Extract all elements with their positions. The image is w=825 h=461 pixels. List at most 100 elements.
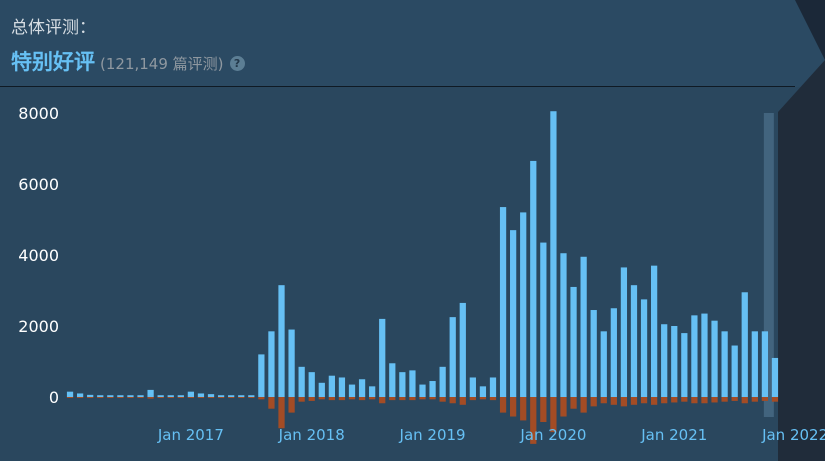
question-icon[interactable]: ? xyxy=(229,56,245,71)
negative-bar[interactable] xyxy=(318,397,325,400)
positive-bar[interactable] xyxy=(318,382,325,397)
negative-bar[interactable] xyxy=(228,397,235,398)
positive-bar[interactable] xyxy=(701,313,708,397)
negative-bar[interactable] xyxy=(338,397,346,401)
positive-bar[interactable] xyxy=(449,317,456,397)
negative-bar[interactable] xyxy=(560,397,567,417)
positive-bar[interactable] xyxy=(248,395,255,397)
negative-bar[interactable] xyxy=(459,397,466,405)
negative-bar[interactable] xyxy=(630,397,638,405)
negative-bar[interactable] xyxy=(348,397,356,400)
positive-bar[interactable] xyxy=(711,320,718,397)
negative-bar[interactable] xyxy=(449,397,456,404)
positive-bar[interactable] xyxy=(439,366,446,397)
negative-bar[interactable] xyxy=(399,397,406,401)
positive-bar[interactable] xyxy=(409,370,416,397)
negative-bar[interactable] xyxy=(328,397,335,401)
positive-bar[interactable] xyxy=(167,395,174,397)
negative-bar[interactable] xyxy=(76,397,84,398)
positive-bar[interactable] xyxy=(238,395,245,397)
negative-bar[interactable] xyxy=(701,397,708,404)
negative-bar[interactable] xyxy=(530,397,537,444)
positive-bar[interactable] xyxy=(429,381,436,397)
negative-bar[interactable] xyxy=(409,397,416,401)
negative-bar[interactable] xyxy=(620,397,628,407)
positive-bar[interactable] xyxy=(399,372,406,397)
positive-bar[interactable] xyxy=(499,207,507,397)
positive-bar[interactable] xyxy=(640,299,648,397)
positive-bar[interactable] xyxy=(590,310,597,397)
negative-bar[interactable] xyxy=(308,397,315,401)
negative-bar[interactable] xyxy=(489,397,497,401)
positive-bar[interactable] xyxy=(530,160,537,397)
positive-bar[interactable] xyxy=(137,395,144,397)
negative-bar[interactable] xyxy=(217,397,225,398)
positive-bar[interactable] xyxy=(207,394,215,397)
positive-bar[interactable] xyxy=(328,375,335,397)
rating-summary[interactable]: 特别好评 xyxy=(11,50,95,74)
positive-bar[interactable] xyxy=(771,357,779,397)
positive-bar[interactable] xyxy=(197,393,205,397)
positive-bar[interactable] xyxy=(691,315,698,397)
positive-bar[interactable] xyxy=(278,285,285,397)
negative-bar[interactable] xyxy=(117,397,124,398)
negative-bar[interactable] xyxy=(238,397,245,398)
negative-bar[interactable] xyxy=(419,397,426,400)
negative-bar[interactable] xyxy=(520,397,527,421)
positive-bar[interactable] xyxy=(258,354,265,397)
negative-bar[interactable] xyxy=(137,397,144,398)
negative-bar[interactable] xyxy=(389,397,396,401)
positive-bar[interactable] xyxy=(741,292,748,397)
negative-bar[interactable] xyxy=(731,397,738,401)
negative-bar[interactable] xyxy=(741,397,748,404)
positive-bar[interactable] xyxy=(671,326,678,397)
negative-bar[interactable] xyxy=(157,397,164,398)
negative-bar[interactable] xyxy=(570,397,577,409)
negative-bar[interactable] xyxy=(187,397,195,398)
positive-bar[interactable] xyxy=(510,230,517,397)
positive-bar[interactable] xyxy=(147,389,154,397)
negative-bar[interactable] xyxy=(177,397,184,398)
negative-bar[interactable] xyxy=(610,397,617,405)
negative-bar[interactable] xyxy=(499,397,507,413)
positive-bar[interactable] xyxy=(187,391,195,397)
positive-bar[interactable] xyxy=(308,372,315,397)
negative-bar[interactable] xyxy=(197,397,205,398)
negative-bar[interactable] xyxy=(439,397,446,402)
positive-bar[interactable] xyxy=(76,393,84,397)
negative-bar[interactable] xyxy=(268,397,275,409)
negative-bar[interactable] xyxy=(711,397,718,403)
positive-bar[interactable] xyxy=(288,329,295,397)
negative-bar[interactable] xyxy=(258,397,265,400)
positive-bar[interactable] xyxy=(177,395,184,397)
negative-bar[interactable] xyxy=(358,397,366,401)
positive-bar[interactable] xyxy=(157,395,164,397)
negative-bar[interactable] xyxy=(751,397,758,402)
selected-range-highlight[interactable] xyxy=(763,113,774,417)
positive-bar[interactable] xyxy=(761,331,769,397)
negative-bar[interactable] xyxy=(278,397,285,429)
negative-bar[interactable] xyxy=(207,397,215,398)
negative-bar[interactable] xyxy=(590,397,597,407)
negative-bar[interactable] xyxy=(167,397,174,398)
negative-bar[interactable] xyxy=(479,397,487,400)
negative-bar[interactable] xyxy=(379,397,386,404)
positive-bar[interactable] xyxy=(127,395,134,397)
positive-bar[interactable] xyxy=(751,331,758,397)
positive-bar[interactable] xyxy=(348,384,356,397)
positive-bar[interactable] xyxy=(600,331,607,397)
positive-bar[interactable] xyxy=(661,324,668,397)
negative-bar[interactable] xyxy=(429,397,436,400)
positive-bar[interactable] xyxy=(97,395,104,397)
negative-bar[interactable] xyxy=(248,397,255,398)
negative-bar[interactable] xyxy=(771,397,779,402)
negative-bar[interactable] xyxy=(550,397,557,433)
positive-bar[interactable] xyxy=(107,395,114,397)
positive-bar[interactable] xyxy=(650,265,658,397)
negative-bar[interactable] xyxy=(510,397,517,417)
positive-bar[interactable] xyxy=(228,395,235,397)
positive-bar[interactable] xyxy=(338,377,346,397)
negative-bar[interactable] xyxy=(640,397,648,404)
positive-bar[interactable] xyxy=(479,386,487,397)
negative-bar[interactable] xyxy=(288,397,295,413)
